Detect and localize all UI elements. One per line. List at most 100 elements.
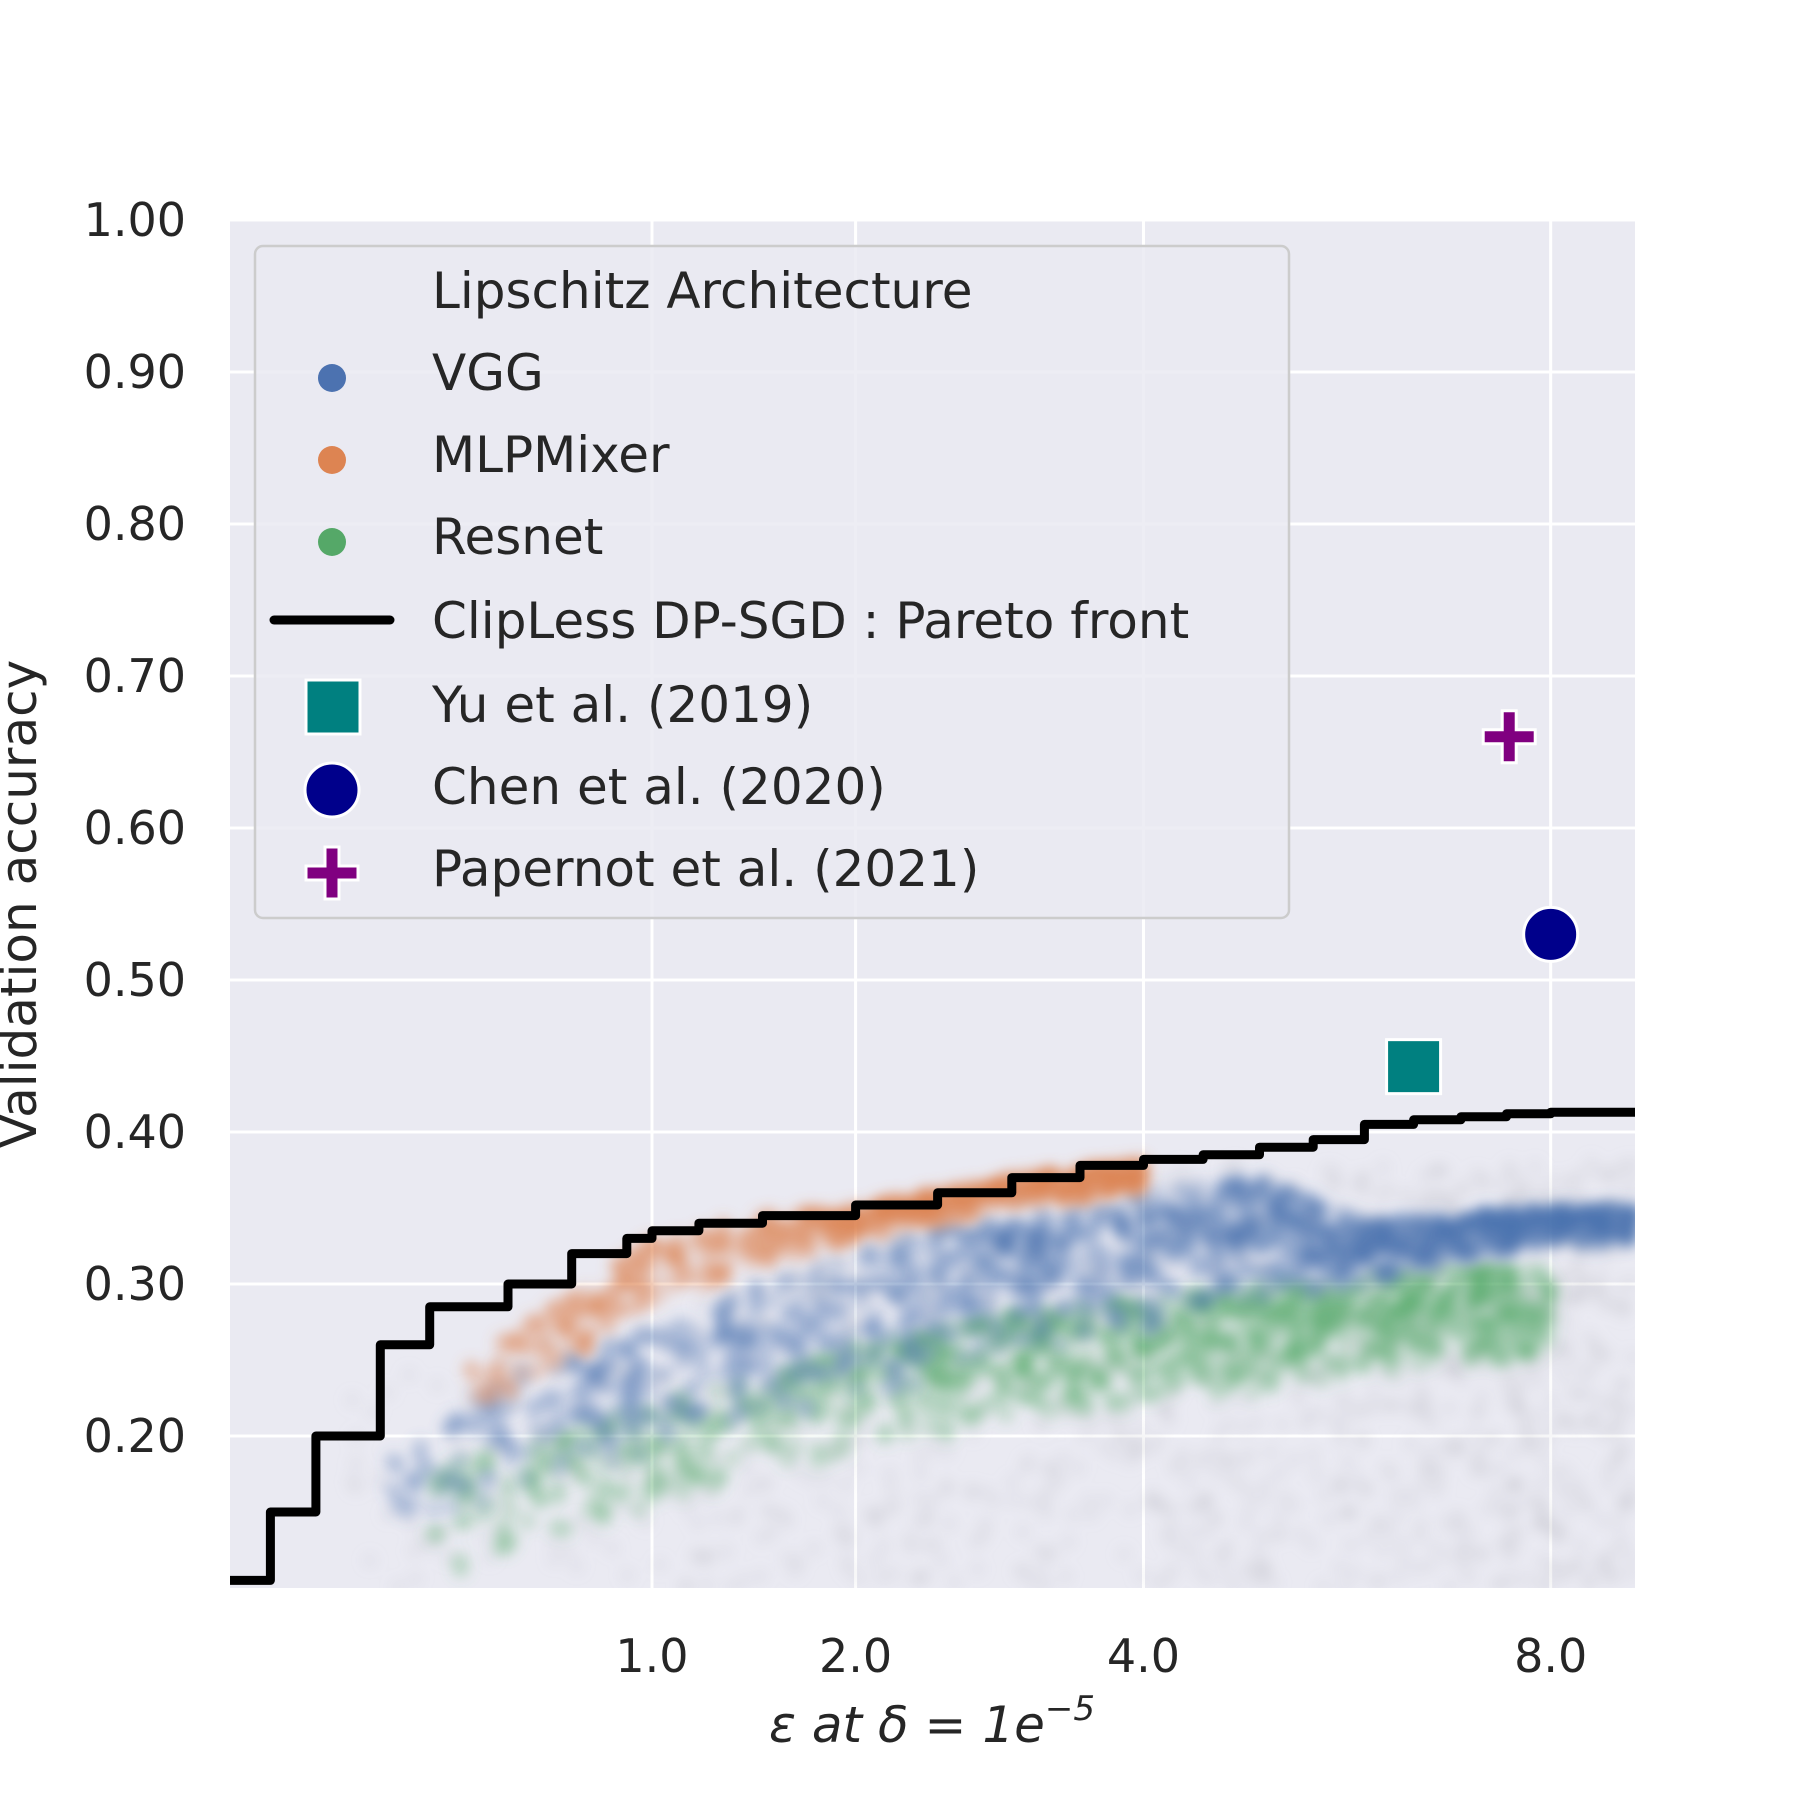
- run-point: [652, 1271, 673, 1292]
- run-point: [1206, 1461, 1225, 1480]
- run-point: [1542, 1421, 1561, 1440]
- run-point: [1100, 1182, 1121, 1203]
- run-point: [1378, 1397, 1397, 1416]
- run-point: [511, 1330, 532, 1351]
- run-point: [1330, 1262, 1351, 1283]
- run-point: [1180, 1307, 1201, 1328]
- run-point: [1508, 1473, 1527, 1492]
- run-point: [545, 1550, 564, 1569]
- run-point: [620, 1378, 641, 1399]
- run-point: [1377, 1459, 1396, 1478]
- legend-mlpmixer-icon: [318, 446, 346, 474]
- run-point: [1496, 1348, 1517, 1369]
- run-point: [406, 1569, 425, 1588]
- run-point: [1558, 1501, 1577, 1520]
- run-point: [979, 1271, 1000, 1292]
- run-point: [830, 1428, 851, 1449]
- run-point: [846, 1377, 867, 1398]
- run-point: [1256, 1474, 1275, 1493]
- run-point: [747, 1276, 768, 1297]
- run-point: [1526, 1158, 1545, 1177]
- run-point: [731, 1317, 752, 1338]
- run-point: [1623, 1348, 1635, 1367]
- run-point: [1132, 1566, 1151, 1585]
- run-point: [1496, 1205, 1517, 1226]
- run-point: [1512, 1376, 1531, 1395]
- run-point: [553, 1446, 574, 1467]
- run-point: [1531, 1475, 1550, 1494]
- run-point: [771, 1407, 792, 1428]
- run-point: [1402, 1223, 1423, 1244]
- run-point: [1528, 1492, 1547, 1511]
- run-point: [628, 1443, 649, 1464]
- run-point: [1453, 1247, 1474, 1268]
- pareto-front-line: [230, 1107, 1635, 1585]
- run-point: [1248, 1414, 1267, 1433]
- run-point: [1330, 1559, 1349, 1578]
- run-point: [698, 1576, 717, 1588]
- run-point: [1383, 1326, 1404, 1347]
- run-point: [1162, 1532, 1181, 1551]
- run-point: [722, 1447, 743, 1468]
- run-point: [832, 1355, 853, 1376]
- run-point: [1622, 1546, 1635, 1565]
- run-point: [1404, 1328, 1425, 1349]
- pareto-layer: [230, 1107, 1635, 1585]
- run-point: [501, 1439, 522, 1460]
- run-point: [896, 1275, 917, 1296]
- run-point: [1416, 1464, 1435, 1483]
- run-point: [722, 1577, 741, 1588]
- run-point: [579, 1323, 600, 1344]
- run-point: [1111, 1219, 1132, 1240]
- run-point: [1297, 1363, 1318, 1384]
- run-point: [1288, 1381, 1307, 1400]
- run-point: [934, 1403, 955, 1424]
- run-point: [866, 1304, 887, 1325]
- legend-label-resnet: Resnet: [432, 508, 603, 566]
- run-point: [1408, 1559, 1427, 1578]
- run-point: [1467, 1403, 1486, 1422]
- run-point: [606, 1398, 627, 1419]
- run-point: [400, 1365, 419, 1384]
- run-point: [1229, 1211, 1250, 1232]
- run-point: [1114, 1270, 1135, 1291]
- run-point: [1081, 1170, 1102, 1191]
- run-point: [1515, 1413, 1534, 1432]
- run-point: [848, 1458, 867, 1477]
- run-point: [1323, 1411, 1342, 1430]
- run-point: [1102, 1391, 1123, 1412]
- run-point: [397, 1501, 418, 1522]
- run-point: [1112, 1247, 1133, 1268]
- run-point: [1171, 1203, 1192, 1224]
- run-point: [747, 1414, 768, 1435]
- x-axis-label-main: ε at δ = 1e: [769, 1696, 1045, 1754]
- run-point: [689, 1261, 710, 1282]
- run-point: [1023, 1493, 1042, 1512]
- run-point: [951, 1347, 972, 1368]
- run-point: [1129, 1341, 1150, 1362]
- run-point: [930, 1301, 951, 1322]
- run-point: [1307, 1465, 1326, 1484]
- run-point: [1144, 1261, 1165, 1282]
- run-point: [1505, 1538, 1524, 1557]
- run-point: [1127, 1166, 1148, 1187]
- run-point: [1555, 1462, 1574, 1481]
- run-point: [636, 1480, 657, 1501]
- run-point: [1267, 1269, 1288, 1290]
- run-point: [483, 1386, 504, 1407]
- run-point: [1189, 1561, 1208, 1580]
- run-point: [563, 1356, 584, 1377]
- run-point: [1412, 1516, 1431, 1535]
- run-point: [1229, 1474, 1248, 1493]
- run-point: [1186, 1544, 1205, 1563]
- run-point: [1120, 1450, 1139, 1469]
- run-point: [531, 1358, 552, 1379]
- run-point: [1497, 1376, 1516, 1395]
- run-point: [1518, 1307, 1539, 1328]
- run-point: [804, 1267, 825, 1288]
- run-point: [1579, 1570, 1598, 1588]
- run-point: [1037, 1274, 1058, 1295]
- run-point: [554, 1519, 575, 1540]
- run-point: [1571, 1536, 1590, 1555]
- y-tick-label-2: 0.40: [84, 1105, 186, 1159]
